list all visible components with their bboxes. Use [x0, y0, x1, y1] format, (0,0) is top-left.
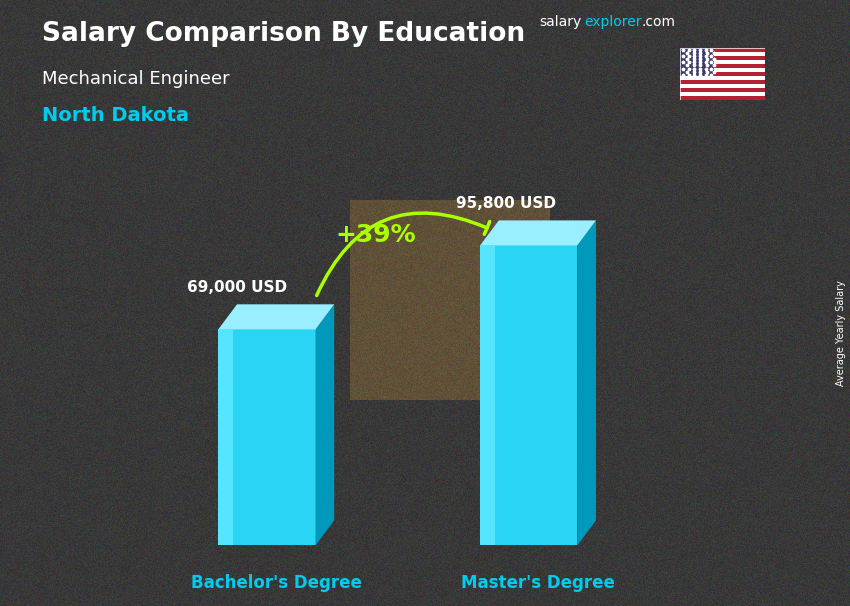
Bar [680, 48, 765, 53]
Text: explorer: explorer [584, 15, 642, 29]
Text: 69,000 USD: 69,000 USD [187, 280, 287, 295]
Polygon shape [218, 330, 315, 545]
Bar [680, 72, 765, 76]
Bar [680, 92, 765, 96]
Polygon shape [218, 304, 334, 330]
Bar [680, 84, 765, 88]
Bar [680, 53, 765, 56]
Text: +39%: +39% [335, 224, 416, 247]
Polygon shape [315, 304, 334, 545]
Text: .com: .com [642, 15, 676, 29]
Text: Salary Comparison By Education: Salary Comparison By Education [42, 21, 525, 47]
Bar [680, 88, 765, 92]
Polygon shape [480, 245, 577, 545]
Text: North Dakota: North Dakota [42, 106, 190, 125]
Bar [680, 48, 714, 76]
Text: Mechanical Engineer: Mechanical Engineer [42, 70, 230, 88]
Text: Bachelor's Degree: Bachelor's Degree [190, 573, 362, 591]
Text: Average Yearly Salary: Average Yearly Salary [836, 281, 846, 386]
Bar [680, 76, 765, 80]
Bar [680, 56, 765, 61]
Bar [680, 96, 765, 100]
Polygon shape [480, 245, 495, 545]
Text: salary: salary [540, 15, 582, 29]
Polygon shape [480, 221, 596, 245]
Polygon shape [218, 330, 233, 545]
Text: Master's Degree: Master's Degree [461, 573, 615, 591]
Text: 95,800 USD: 95,800 USD [456, 196, 556, 211]
Bar [680, 61, 765, 64]
Bar [680, 80, 765, 84]
Polygon shape [577, 221, 596, 545]
Bar [680, 64, 765, 68]
Bar [680, 68, 765, 72]
